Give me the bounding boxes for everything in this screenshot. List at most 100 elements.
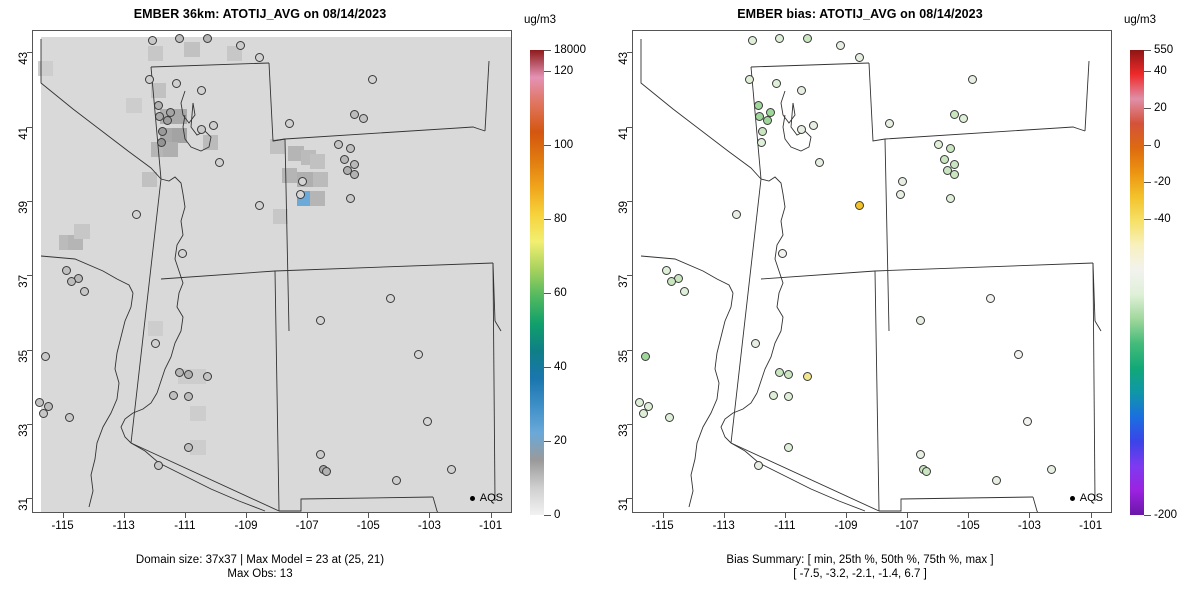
aqs-station-marker[interactable] xyxy=(763,115,773,125)
aqs-station-marker[interactable] xyxy=(147,35,157,45)
aqs-station-marker[interactable] xyxy=(202,33,212,43)
aqs-station-marker[interactable] xyxy=(208,121,218,131)
aqs-station-marker[interactable] xyxy=(674,273,684,283)
aqs-station-marker[interactable] xyxy=(986,294,996,303)
aqs-station-marker[interactable] xyxy=(796,124,806,134)
aqs-station-marker[interactable] xyxy=(756,137,766,147)
aqs-station-marker[interactable] xyxy=(784,392,794,402)
aqs-station-marker[interactable] xyxy=(665,412,675,422)
aqs-station-marker[interactable] xyxy=(132,210,142,220)
aqs-station-marker[interactable] xyxy=(346,143,356,153)
aqs-station-marker[interactable] xyxy=(967,74,977,84)
aqs-station-marker[interactable] xyxy=(43,401,53,411)
aqs-station-marker[interactable] xyxy=(184,442,194,452)
aqs-station-marker[interactable] xyxy=(753,461,763,471)
aqs-station-marker[interactable] xyxy=(386,294,396,303)
aqs-station-marker[interactable] xyxy=(392,476,402,486)
aqs-station-marker[interactable] xyxy=(39,409,49,419)
aqs-station-marker[interactable] xyxy=(144,74,154,84)
aqs-station-marker[interactable] xyxy=(40,351,50,361)
aqs-station-marker[interactable] xyxy=(315,316,325,326)
aqs-station-marker[interactable] xyxy=(639,409,649,419)
aqs-station-marker[interactable] xyxy=(922,466,931,476)
aqs-station-marker[interactable] xyxy=(946,193,956,203)
aqs-station-marker[interactable] xyxy=(172,78,182,88)
aqs-station-marker[interactable] xyxy=(349,160,359,170)
aqs-station-marker[interactable] xyxy=(896,189,906,199)
aqs-station-marker[interactable] xyxy=(680,286,690,296)
aqs-station-marker[interactable] xyxy=(346,193,356,203)
aqs-station-marker[interactable] xyxy=(949,110,959,120)
aqs-station-marker[interactable] xyxy=(153,461,163,471)
aqs-station-marker[interactable] xyxy=(175,368,185,378)
aqs-station-marker[interactable] xyxy=(422,416,432,426)
aqs-station-marker[interactable] xyxy=(802,372,812,382)
aqs-station-marker[interactable] xyxy=(1013,349,1023,359)
aqs-station-marker[interactable] xyxy=(340,154,350,164)
aqs-station-marker[interactable] xyxy=(34,398,44,408)
aqs-station-marker[interactable] xyxy=(784,442,794,452)
aqs-station-marker[interactable] xyxy=(802,33,812,43)
aqs-station-marker[interactable] xyxy=(1022,416,1032,426)
aqs-station-marker[interactable] xyxy=(836,41,846,51)
aqs-station-marker[interactable] xyxy=(202,372,212,382)
aqs-station-marker[interactable] xyxy=(184,370,194,380)
aqs-station-marker[interactable] xyxy=(643,401,653,411)
aqs-station-marker[interactable] xyxy=(854,52,864,62)
aqs-station-marker[interactable] xyxy=(1047,464,1057,474)
aqs-station-marker[interactable] xyxy=(74,273,84,283)
aqs-station-marker[interactable] xyxy=(940,154,950,164)
map-plot-model[interactable]: AQS xyxy=(32,30,512,513)
aqs-station-marker[interactable] xyxy=(315,450,325,460)
aqs-station-marker[interactable] xyxy=(775,368,785,378)
aqs-station-marker[interactable] xyxy=(814,158,824,168)
aqs-station-marker[interactable] xyxy=(285,119,295,129)
aqs-station-marker[interactable] xyxy=(163,115,173,125)
aqs-station-marker[interactable] xyxy=(747,35,757,45)
aqs-station-marker[interactable] xyxy=(322,466,331,476)
aqs-station-marker[interactable] xyxy=(769,390,779,400)
aqs-station-marker[interactable] xyxy=(296,189,306,199)
aqs-station-marker[interactable] xyxy=(196,85,206,95)
aqs-station-marker[interactable] xyxy=(413,349,423,359)
aqs-station-marker[interactable] xyxy=(80,286,90,296)
aqs-station-marker[interactable] xyxy=(885,119,895,129)
aqs-station-marker[interactable] xyxy=(750,338,760,348)
aqs-station-marker[interactable] xyxy=(634,398,644,408)
aqs-station-marker[interactable] xyxy=(178,249,188,259)
aqs-station-marker[interactable] xyxy=(334,139,344,149)
aqs-station-marker[interactable] xyxy=(236,41,246,51)
aqs-station-marker[interactable] xyxy=(175,33,185,43)
aqs-station-marker[interactable] xyxy=(65,412,75,422)
aqs-station-marker[interactable] xyxy=(949,160,959,170)
aqs-station-marker[interactable] xyxy=(758,126,768,136)
aqs-station-marker[interactable] xyxy=(349,110,359,120)
aqs-station-marker[interactable] xyxy=(934,139,944,149)
aqs-station-marker[interactable] xyxy=(150,338,160,348)
aqs-station-marker[interactable] xyxy=(949,169,959,179)
aqs-station-marker[interactable] xyxy=(153,100,163,110)
aqs-station-marker[interactable] xyxy=(897,176,907,186)
aqs-station-marker[interactable] xyxy=(156,137,166,147)
aqs-station-marker[interactable] xyxy=(992,476,1002,486)
aqs-station-marker[interactable] xyxy=(358,113,368,123)
aqs-station-marker[interactable] xyxy=(784,370,794,380)
aqs-station-marker[interactable] xyxy=(808,121,818,131)
aqs-station-marker[interactable] xyxy=(775,33,785,43)
aqs-station-marker[interactable] xyxy=(778,249,788,259)
map-plot-bias[interactable]: AQS xyxy=(632,30,1112,513)
aqs-station-marker[interactable] xyxy=(297,176,307,186)
aqs-station-marker[interactable] xyxy=(184,392,194,402)
aqs-station-marker[interactable] xyxy=(254,201,264,211)
aqs-station-marker[interactable] xyxy=(447,464,457,474)
aqs-station-marker[interactable] xyxy=(772,78,782,88)
aqs-station-marker[interactable] xyxy=(796,85,806,95)
aqs-station-marker[interactable] xyxy=(349,169,359,179)
aqs-station-marker[interactable] xyxy=(915,316,925,326)
aqs-station-marker[interactable] xyxy=(744,74,754,84)
aqs-station-marker[interactable] xyxy=(66,277,76,287)
aqs-station-marker[interactable] xyxy=(662,266,672,276)
aqs-station-marker[interactable] xyxy=(62,266,72,276)
aqs-station-marker[interactable] xyxy=(958,113,968,123)
aqs-station-marker[interactable] xyxy=(666,277,676,287)
